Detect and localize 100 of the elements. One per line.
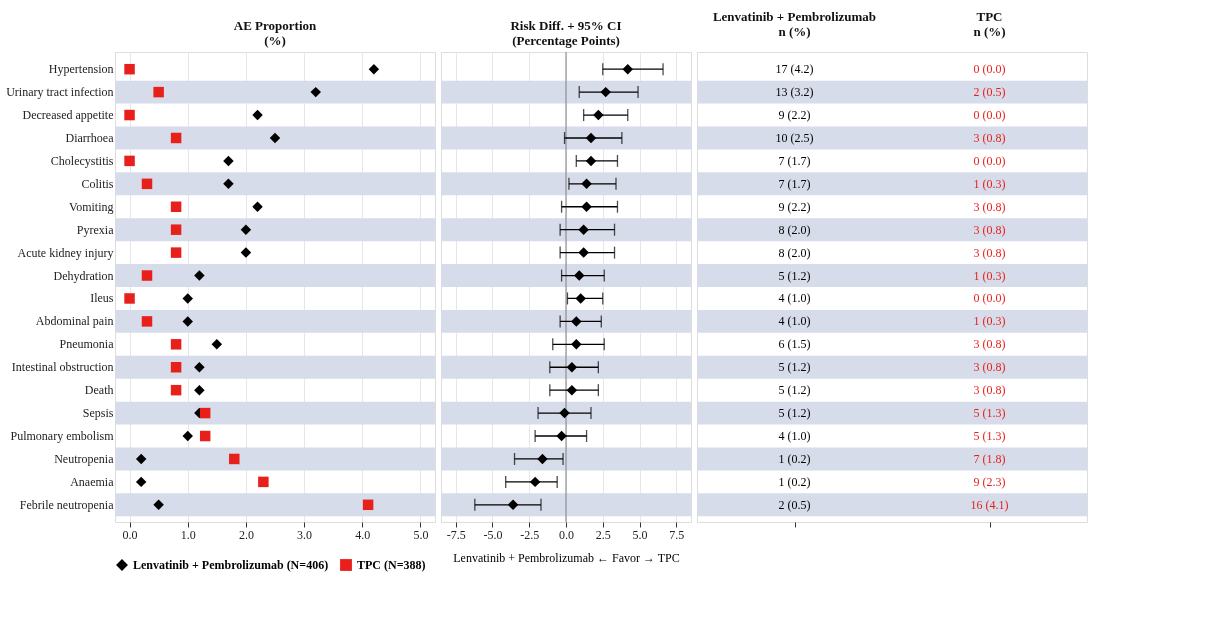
x-tick-label: 0.0 <box>559 527 574 542</box>
chart-title: Risk Diff. + 95% CI (Percentage Points) <box>510 17 622 48</box>
data-label: 1 (0.3) <box>973 176 1006 191</box>
point <box>141 178 153 190</box>
point <box>240 247 252 258</box>
point <box>507 499 519 511</box>
point <box>170 384 182 396</box>
y-tick-label: Pulmonary embolism <box>10 429 115 444</box>
point <box>240 224 252 235</box>
data-label: 3 (0.8) <box>973 360 1006 375</box>
point <box>581 201 592 212</box>
point <box>124 109 135 121</box>
point <box>170 201 182 212</box>
y-tick-label: Pyrexia <box>76 222 115 237</box>
data-label: 7 (1.7) <box>778 176 811 191</box>
point <box>362 499 374 511</box>
point <box>571 339 582 350</box>
x-tick-label: -2.5 <box>520 527 540 542</box>
text: TPC n (%) <box>973 9 1006 39</box>
y-tick-label: Urinary tract infection <box>6 85 114 100</box>
x-tick-label: 5.0 <box>632 527 648 542</box>
data-label: 5 (1.2) <box>778 360 811 375</box>
x-axis-title: Lenvatinib + Pembrolizumab ← Favor → TPC <box>453 550 680 565</box>
data-label: 5 (1.3) <box>973 429 1006 444</box>
data-label: 3 (0.8) <box>973 130 1006 145</box>
data-label: 0 (0.0) <box>973 62 1006 77</box>
point <box>194 384 205 396</box>
y-tick-label: Neutropenia <box>54 451 115 466</box>
point <box>170 247 182 258</box>
point <box>252 109 263 121</box>
data-label: 1 (0.3) <box>973 268 1006 283</box>
point <box>573 270 585 281</box>
point <box>170 339 182 350</box>
point <box>170 362 182 373</box>
data-label: 5 (1.2) <box>778 406 811 421</box>
point <box>124 155 135 167</box>
data-label: 4 (1.0) <box>778 429 811 444</box>
point <box>170 224 182 235</box>
data-label: 9 (2.2) <box>778 199 811 214</box>
point <box>593 109 604 121</box>
point <box>600 86 611 98</box>
x-tick-label: 3.0 <box>297 527 313 542</box>
data-label: 5 (1.3) <box>973 406 1006 421</box>
point <box>170 132 182 144</box>
y-tick-label: Decreased appetite <box>22 108 114 123</box>
point <box>223 178 234 190</box>
point <box>581 178 592 190</box>
data-label: 0 (0.0) <box>973 291 1006 306</box>
data-label: 10 (2.5) <box>775 130 814 145</box>
point <box>211 339 223 350</box>
data-label: 9 (2.3) <box>973 474 1006 489</box>
y-tick-label: Acute kidney injury <box>17 245 114 260</box>
y-tick-label: Sepsis <box>82 406 114 421</box>
data-label: 3 (0.8) <box>973 199 1006 214</box>
point <box>124 293 135 304</box>
x-tick-label: -7.5 <box>446 527 466 542</box>
point <box>229 453 240 465</box>
data-label: 16 (4.1) <box>970 497 1009 512</box>
data-label: 0 (0.0) <box>973 108 1006 123</box>
x-tick-label: 0.0 <box>122 527 138 542</box>
point <box>141 270 153 281</box>
data-label: 4 (1.0) <box>778 291 811 306</box>
data-label: 1 (0.3) <box>973 314 1006 329</box>
data-label: 2 (0.5) <box>778 497 811 512</box>
data-label: 0 (0.0) <box>973 153 1006 168</box>
point <box>578 224 589 235</box>
point <box>310 86 321 98</box>
data-label: 3 (0.8) <box>973 383 1006 398</box>
data-label: 7 (1.8) <box>973 451 1006 466</box>
point <box>194 270 205 281</box>
y-tick-label: Pneumonia <box>59 337 115 352</box>
data-label: 8 (2.0) <box>778 222 811 237</box>
y-tick-label: Anaemia <box>70 474 115 489</box>
point <box>575 293 586 304</box>
point <box>223 155 234 167</box>
point <box>135 453 147 465</box>
point <box>182 293 193 304</box>
x-tick-label: 5.0 <box>413 527 429 542</box>
point <box>622 63 634 75</box>
point <box>182 430 193 442</box>
x-tick-label: 4.0 <box>355 527 371 542</box>
point <box>368 63 380 75</box>
y-tick-label: Colitis <box>81 176 114 191</box>
y-tick-label: Abdominal pain <box>35 314 114 329</box>
point <box>124 63 135 75</box>
y-tick-label: Dehydration <box>53 268 114 283</box>
data-label: 9 (2.2) <box>778 108 811 123</box>
point <box>585 132 597 144</box>
point <box>194 362 205 373</box>
point <box>585 155 597 167</box>
data-label: 13 (3.2) <box>775 85 814 100</box>
point <box>141 316 153 327</box>
point <box>578 247 589 258</box>
data-label: 17 (4.2) <box>775 62 814 77</box>
point <box>199 430 211 442</box>
y-tick-label: Ileus <box>90 291 114 306</box>
data-label: 6 (1.5) <box>778 337 811 352</box>
point <box>182 316 193 327</box>
text: Lenvatinib + Pembrolizumab n (%) <box>712 9 877 39</box>
x-tick-label: 2.0 <box>238 527 254 542</box>
